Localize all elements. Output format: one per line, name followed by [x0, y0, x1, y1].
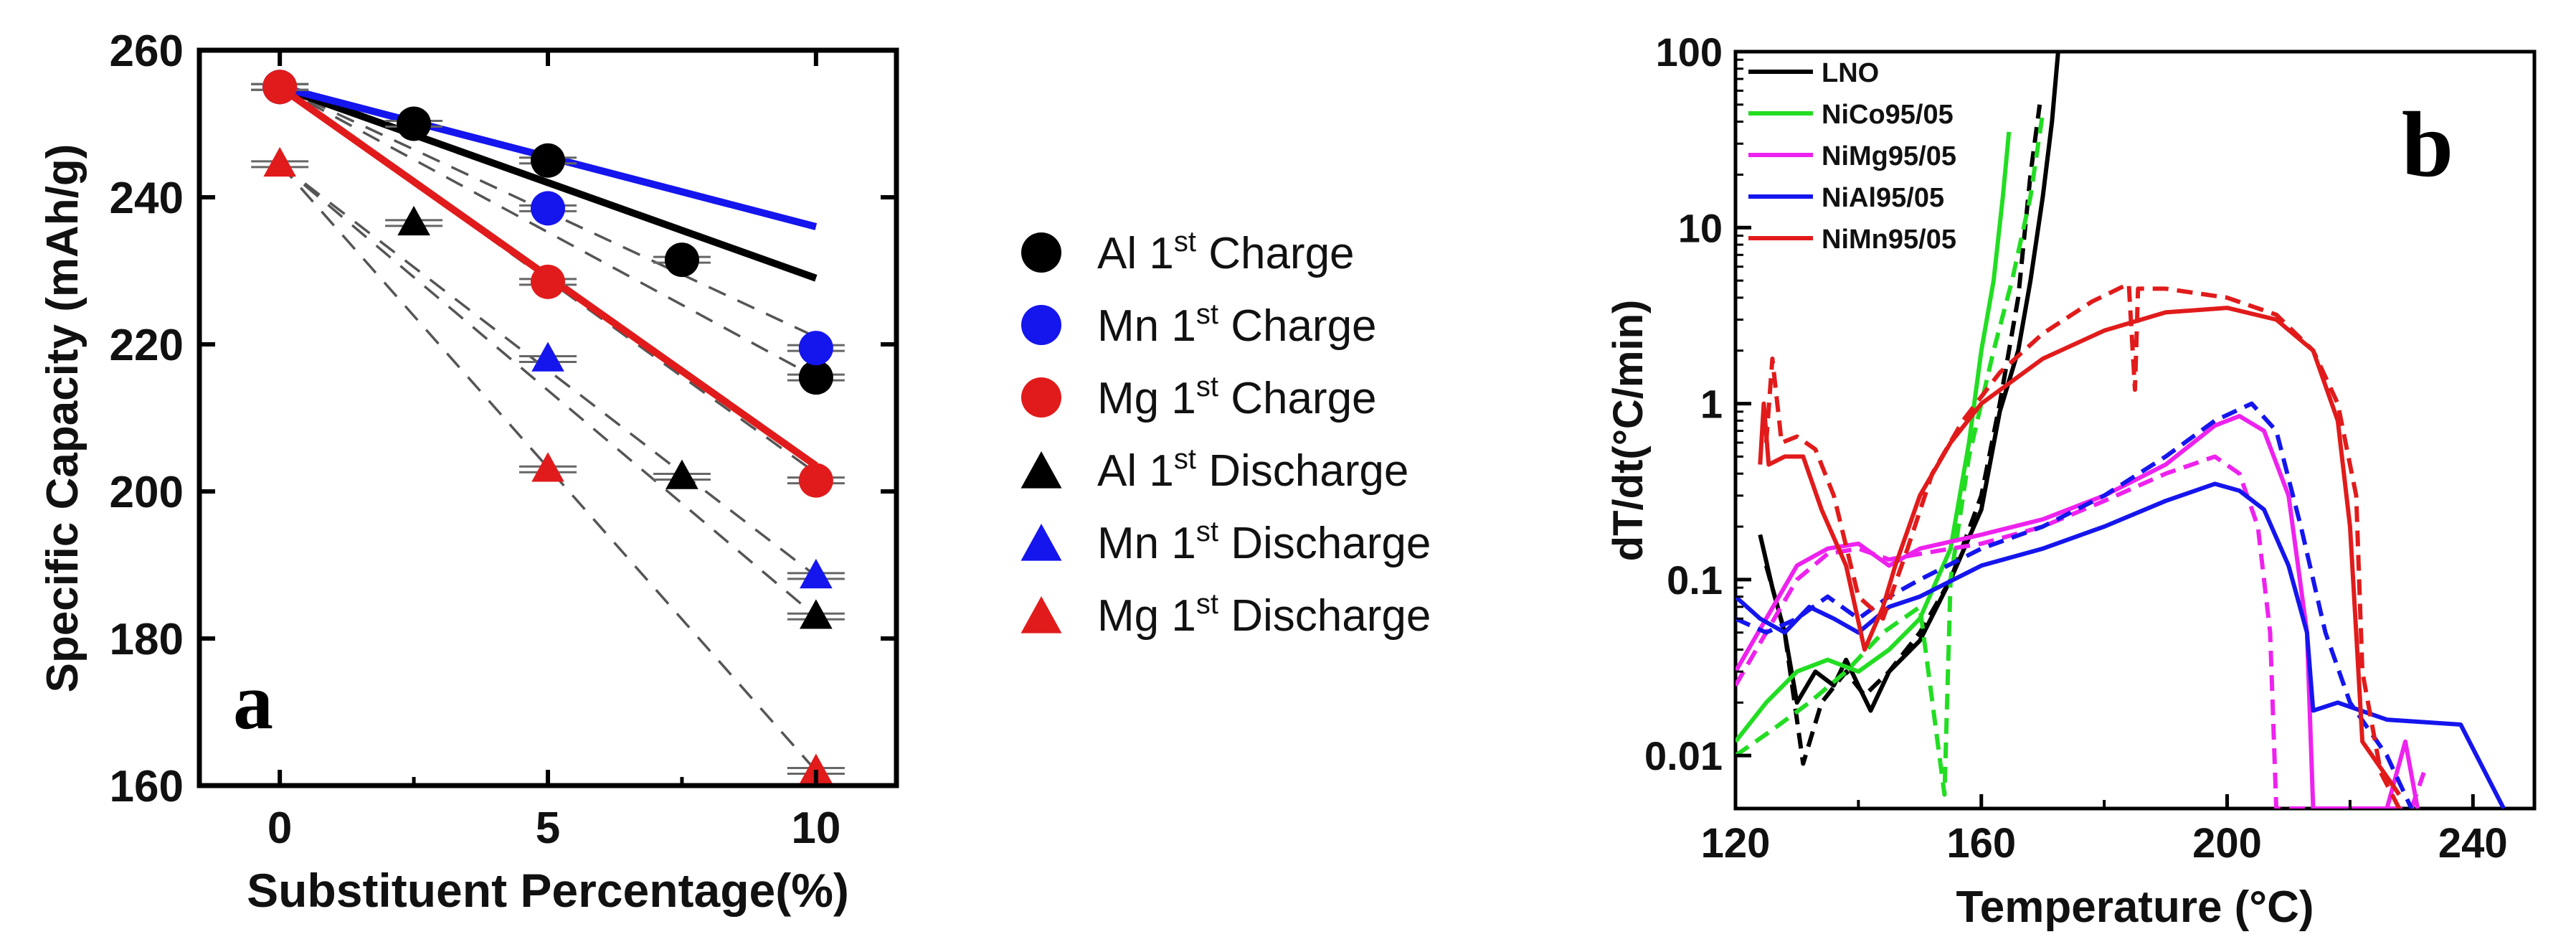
legend-label: Al 1st Charge	[1097, 226, 1355, 278]
panel-a: 0 5 10 160 180 200 220 240 260 a Substituent Per…	[38, 27, 899, 917]
data-point	[664, 242, 699, 278]
panel-a-ticks: 0 5 10 160 180 200 220 240 260	[110, 27, 896, 853]
data-point	[798, 360, 833, 395]
panel-b-curves	[1736, 52, 2506, 809]
data-point	[263, 146, 296, 177]
data-point	[800, 753, 833, 783]
dashed-fit-line	[278, 163, 818, 772]
data-point	[800, 558, 833, 589]
fit-line	[278, 83, 818, 282]
x-tick-label: 120	[1701, 820, 1771, 867]
legend-marker	[1021, 232, 1061, 273]
panel-b-label-bg	[2367, 72, 2489, 204]
panel-b-ticks: 120 160 200 240 0.01 0.1 1 10 100	[1644, 29, 2508, 867]
series-line	[1736, 112, 2045, 797]
data-point	[798, 463, 833, 498]
legend-label: Mg 1st Discharge	[1097, 588, 1431, 641]
data-point	[531, 143, 565, 178]
legend-label: Mn 1st Discharge	[1097, 516, 1431, 568]
legend-marker	[1021, 524, 1062, 561]
legend-label: NiCo95/05	[1822, 100, 1954, 130]
legend-label: LNO	[1822, 58, 1879, 88]
dashed-fit-line	[279, 163, 817, 618]
legend-marker	[1021, 451, 1062, 489]
y-tick-label: 200	[110, 468, 184, 517]
series-line	[1736, 454, 2426, 809]
panel-b-legend: LNO NiCo95/05 NiMg95/05 NiAl95/05 NiMn95/05	[1748, 58, 1956, 255]
legend-label: Al 1st Discharge	[1097, 443, 1408, 496]
x-tick-label: 200	[2192, 820, 2262, 867]
legend-marker	[1021, 596, 1062, 633]
legend-label: NiAl95/05	[1822, 183, 1944, 213]
panel-a-ylabel: Specific Capacity (mAh/g)	[38, 144, 87, 693]
x-tick-label: 10	[791, 804, 840, 853]
legend-label: Mn 1st Charge	[1097, 298, 1377, 351]
y-tick-label: 160	[110, 762, 184, 811]
y-tick-label: 0.01	[1644, 733, 1723, 778]
panel-a-points	[251, 70, 845, 783]
series-line	[1736, 481, 2506, 809]
y-tick-label: 240	[110, 174, 184, 223]
series-line	[1736, 131, 2012, 743]
panel-b-xlabel: Temperature (°C)	[1956, 882, 2314, 932]
data-point	[798, 331, 833, 366]
panel-b-ylabel: dT/dt(°C/min)	[1605, 300, 1652, 562]
panel-a-xlabel: Substituent Percentage(%)	[247, 864, 849, 917]
y-tick-label: 1	[1700, 382, 1723, 427]
legend-label: NiMn95/05	[1822, 225, 1956, 255]
panel-b-label: b	[2402, 93, 2453, 197]
x-tick-label: 0	[267, 804, 292, 853]
data-point	[531, 341, 564, 372]
dashed-fit-line	[279, 163, 817, 578]
y-tick-label: 220	[110, 321, 184, 370]
data-point	[666, 459, 699, 489]
dashed-fit-line	[279, 85, 817, 379]
legend-label: Mg 1st Charge	[1097, 371, 1377, 423]
data-point	[531, 452, 564, 482]
data-point	[262, 70, 298, 105]
data-point	[531, 264, 565, 299]
data-point	[800, 599, 833, 629]
panel-b: 120 160 200 240 0.01 0.1 1 10 100 b LNO NiCo95/05…	[1605, 29, 2537, 932]
y-tick-label: 0.1	[1667, 557, 1723, 603]
series-line	[1758, 306, 2401, 796]
y-tick-label: 260	[110, 27, 184, 76]
y-tick-label: 180	[110, 615, 184, 664]
series-line	[1736, 401, 2414, 809]
series-line	[1763, 104, 2042, 766]
legend-marker	[1021, 377, 1061, 418]
legend-marker	[1021, 305, 1061, 345]
x-tick-label: 5	[536, 804, 560, 853]
panel-a-legend: Al 1st Charge Mn 1st Charge Mg 1st Charge A…	[1021, 226, 1431, 641]
panel-a-label: a	[233, 657, 273, 746]
legend-label: NiMg95/05	[1822, 141, 1956, 171]
data-point	[397, 106, 432, 141]
data-point	[531, 191, 565, 226]
y-tick-label: 10	[1678, 205, 1723, 250]
data-point	[397, 205, 430, 236]
y-tick-label: 100	[1656, 29, 1723, 75]
series-line	[1736, 413, 2420, 809]
series-line	[1763, 281, 2402, 809]
x-tick-label: 240	[2438, 820, 2508, 867]
x-tick-label: 160	[1946, 820, 2016, 867]
panel-a-dashed-fits	[278, 85, 818, 772]
